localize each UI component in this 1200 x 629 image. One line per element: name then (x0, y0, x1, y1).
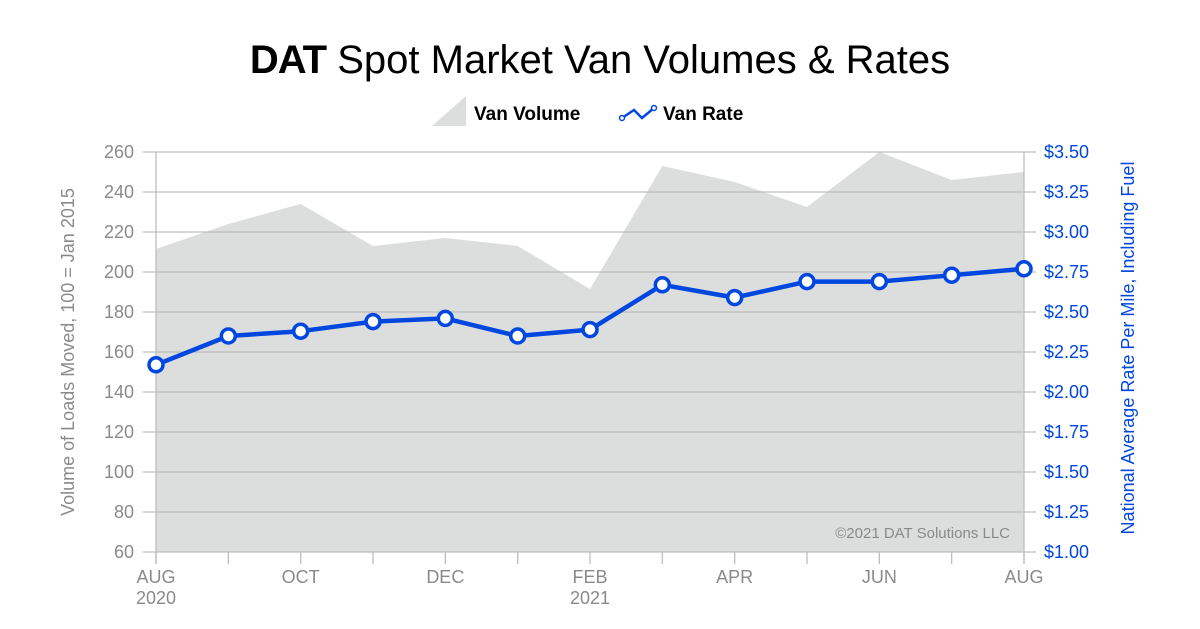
van-rate-point (364, 312, 382, 331)
x-tick-label: 2020 (136, 588, 176, 608)
van-rate-point (870, 272, 889, 291)
van-rate-point (581, 320, 599, 339)
chart-title: DAT Spot Market Van Volumes & Rates (0, 38, 1200, 83)
y-axis-label: Volume of Loads Moved, 100 = Jan 2015 (58, 188, 78, 516)
x-tick-label: 2021 (570, 588, 610, 608)
y-tick-label: 200 (104, 262, 134, 282)
van-rate-point (291, 322, 310, 340)
x-tick-label: APR (716, 567, 753, 587)
y-tick-label: 80 (114, 502, 134, 522)
title-text: Spot Market Van Volumes & Rates (337, 38, 951, 82)
y-tick-label: 260 (104, 142, 134, 162)
y2-tick-label: $2.50 (1044, 302, 1089, 322)
van-rate-point (798, 272, 816, 291)
y2-tick-label: $2.75 (1044, 262, 1089, 282)
brand-logo: DAT (249, 38, 327, 82)
y-tick-label: 220 (104, 222, 134, 242)
legend-van-rate-swatch (621, 107, 655, 120)
van-rate-point (725, 288, 744, 307)
van-rate-point (219, 327, 238, 345)
legend-van-rate-label: Van Rate (663, 104, 743, 125)
x-tick-label: AUG (1004, 567, 1043, 587)
y-tick-label: 140 (104, 382, 134, 402)
x-tick-label: DEC (426, 567, 464, 587)
legend-van-rate-marker (650, 104, 658, 112)
van-rate-point (508, 327, 527, 345)
y2-tick-label: $3.00 (1044, 222, 1089, 242)
van-rate-point (436, 309, 455, 328)
legend-van-volume-swatch (432, 96, 466, 126)
van-rate-point (653, 276, 672, 294)
x-tick-label: JUN (862, 567, 897, 587)
y2-tick-label: $2.25 (1044, 342, 1089, 362)
y2-tick-label: $1.75 (1044, 422, 1089, 442)
x-tick-label: FEB (572, 567, 607, 587)
van-rate-point (942, 266, 961, 284)
y2-tick-label: $1.50 (1044, 462, 1089, 482)
y-tick-label: 160 (104, 342, 134, 362)
van-rate-point (147, 356, 165, 374)
legend-van-rate-marker (618, 114, 626, 122)
y2-tick-label: $1.00 (1044, 542, 1089, 562)
y-tick-label: 120 (104, 422, 134, 442)
y2-tick-label: $1.25 (1044, 502, 1089, 522)
x-tick-label: OCT (282, 567, 320, 587)
y2-tick-label: $2.00 (1044, 382, 1089, 402)
y-tick-label: 60 (114, 542, 134, 562)
y2-axis-label: National Average Rate Per Mile, Includin… (1118, 162, 1138, 535)
copyright-annotation: ©2021 DAT Solutions LLC (835, 525, 1010, 542)
y-tick-label: 240 (104, 182, 134, 202)
van-rate-point (1015, 260, 1033, 278)
y-tick-label: 180 (104, 302, 134, 322)
y2-tick-label: $3.50 (1044, 142, 1089, 162)
legend-van-volume-label: Van Volume (474, 104, 580, 125)
x-tick-label: AUG (136, 567, 175, 587)
y2-tick-label: $3.25 (1044, 182, 1089, 202)
y-tick-label: 100 (104, 462, 134, 482)
